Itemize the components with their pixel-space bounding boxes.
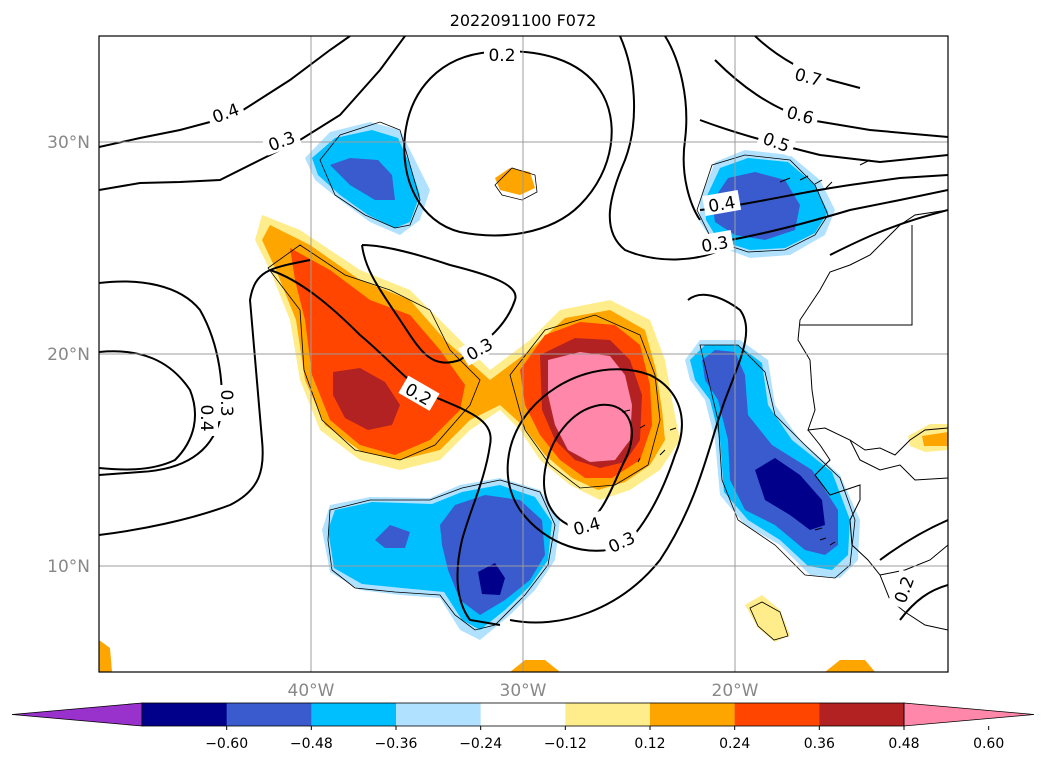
colorbar-segment bbox=[650, 703, 736, 726]
inland-border-1 bbox=[849, 439, 948, 481]
contour-0.4-loop bbox=[543, 403, 633, 529]
contour-label: 0.2 bbox=[488, 46, 515, 66]
colorbar-segment bbox=[734, 703, 820, 726]
colorbar-segment bbox=[480, 703, 566, 726]
colorbar-segment bbox=[142, 703, 228, 726]
contour-0.3-loop bbox=[506, 368, 683, 552]
colorbar-tick-label: 0.36 bbox=[804, 736, 835, 752]
dark-red-west bbox=[333, 368, 400, 430]
bottom-blob-2 bbox=[825, 660, 875, 672]
colorbar-outline bbox=[141, 702, 905, 727]
colorbar-tick-label: −0.24 bbox=[459, 736, 502, 752]
contour-label: 0.4 bbox=[707, 193, 737, 217]
contour-label: 0.4 bbox=[196, 404, 216, 431]
sw-navy bbox=[478, 563, 505, 595]
lon-label: 40°W bbox=[288, 681, 335, 701]
canary-islands bbox=[779, 159, 871, 189]
left-edge-blob bbox=[99, 640, 112, 672]
coastlines bbox=[621, 159, 948, 631]
map-panel: 0.2 0.4 0.3 0.7 0.6 0.5 0.4 0.3 0.3 0.3 … bbox=[99, 36, 948, 672]
gridlines bbox=[99, 36, 948, 672]
colorbar-segment bbox=[311, 703, 397, 726]
colorbar-segment bbox=[565, 703, 651, 726]
sw-small-royal bbox=[375, 525, 410, 548]
cape-verde bbox=[621, 409, 677, 463]
map-frame bbox=[98, 35, 949, 673]
colorbar-segment bbox=[226, 703, 312, 726]
contour-west-0.4 bbox=[99, 350, 196, 471]
contour-top-left-0.3 bbox=[99, 36, 406, 191]
border-box bbox=[800, 225, 913, 326]
contour-east-outer bbox=[509, 293, 748, 624]
bijagos bbox=[814, 527, 836, 546]
colorbar-tick-label: 0.60 bbox=[973, 736, 1004, 752]
colorbar-extend-min bbox=[11, 702, 143, 727]
colorbar-tick-label: 0.24 bbox=[719, 736, 750, 752]
east-navy bbox=[755, 458, 825, 530]
lon-label: 20°W bbox=[712, 681, 759, 701]
contour-upper-middle bbox=[608, 36, 721, 261]
shading-outlines bbox=[267, 121, 856, 641]
contour-label: 0.3 bbox=[700, 233, 730, 257]
lon-label: 30°W bbox=[500, 681, 547, 701]
colorbar-segments bbox=[11, 702, 1035, 727]
colorbar-tick-label: 0.12 bbox=[634, 736, 665, 752]
colorbar-extend-max bbox=[903, 702, 1035, 727]
colorbar-segment bbox=[396, 703, 482, 726]
contour-upper-right-a bbox=[664, 36, 701, 221]
latitude-labels: 30°N 20°N 10°N bbox=[47, 133, 90, 577]
longitude-labels: 40°W 30°W 20°W bbox=[288, 681, 759, 701]
colorbar-ticks: −0.60 −0.48 −0.36 −0.24 −0.12 0.12 0.24 0.36 0.4… bbox=[205, 726, 1004, 752]
right-edge-blob-inner bbox=[922, 432, 948, 446]
contour-0.2-loop bbox=[403, 50, 613, 237]
colorbar-segment bbox=[819, 703, 905, 726]
contour-0.2-middle bbox=[269, 269, 501, 626]
contour-label: 0.3 bbox=[216, 389, 236, 416]
contour-0.2-right bbox=[829, 209, 948, 256]
colorbar: −0.60 −0.48 −0.36 −0.24 −0.12 0.12 0.24 0.36 0.4… bbox=[11, 702, 1035, 752]
colorbar-tick-label: −0.48 bbox=[290, 736, 333, 752]
colorbar-tick-label: −0.12 bbox=[544, 736, 587, 752]
lat-label: 10°N bbox=[47, 557, 90, 577]
map-title: 2022091100 F072 bbox=[450, 11, 597, 30]
contour-0.7 bbox=[754, 36, 861, 89]
lat-label: 20°N bbox=[47, 345, 90, 365]
ne-royal-blue bbox=[712, 172, 800, 240]
nw-royal-blue bbox=[330, 158, 395, 200]
colorbar-tick-label: 0.48 bbox=[888, 736, 919, 752]
contour-east-0.2 bbox=[879, 519, 948, 621]
colorbar-tick-label: −0.60 bbox=[205, 736, 248, 752]
africa-coast bbox=[797, 209, 948, 456]
inland-border-2 bbox=[879, 544, 948, 576]
contour-west-outer bbox=[99, 259, 311, 536]
south-small-blob bbox=[745, 595, 790, 642]
lat-label: 30°N bbox=[47, 133, 90, 153]
contour-west-0.3 bbox=[99, 280, 223, 476]
colorbar-tick-label: −0.36 bbox=[375, 736, 418, 752]
